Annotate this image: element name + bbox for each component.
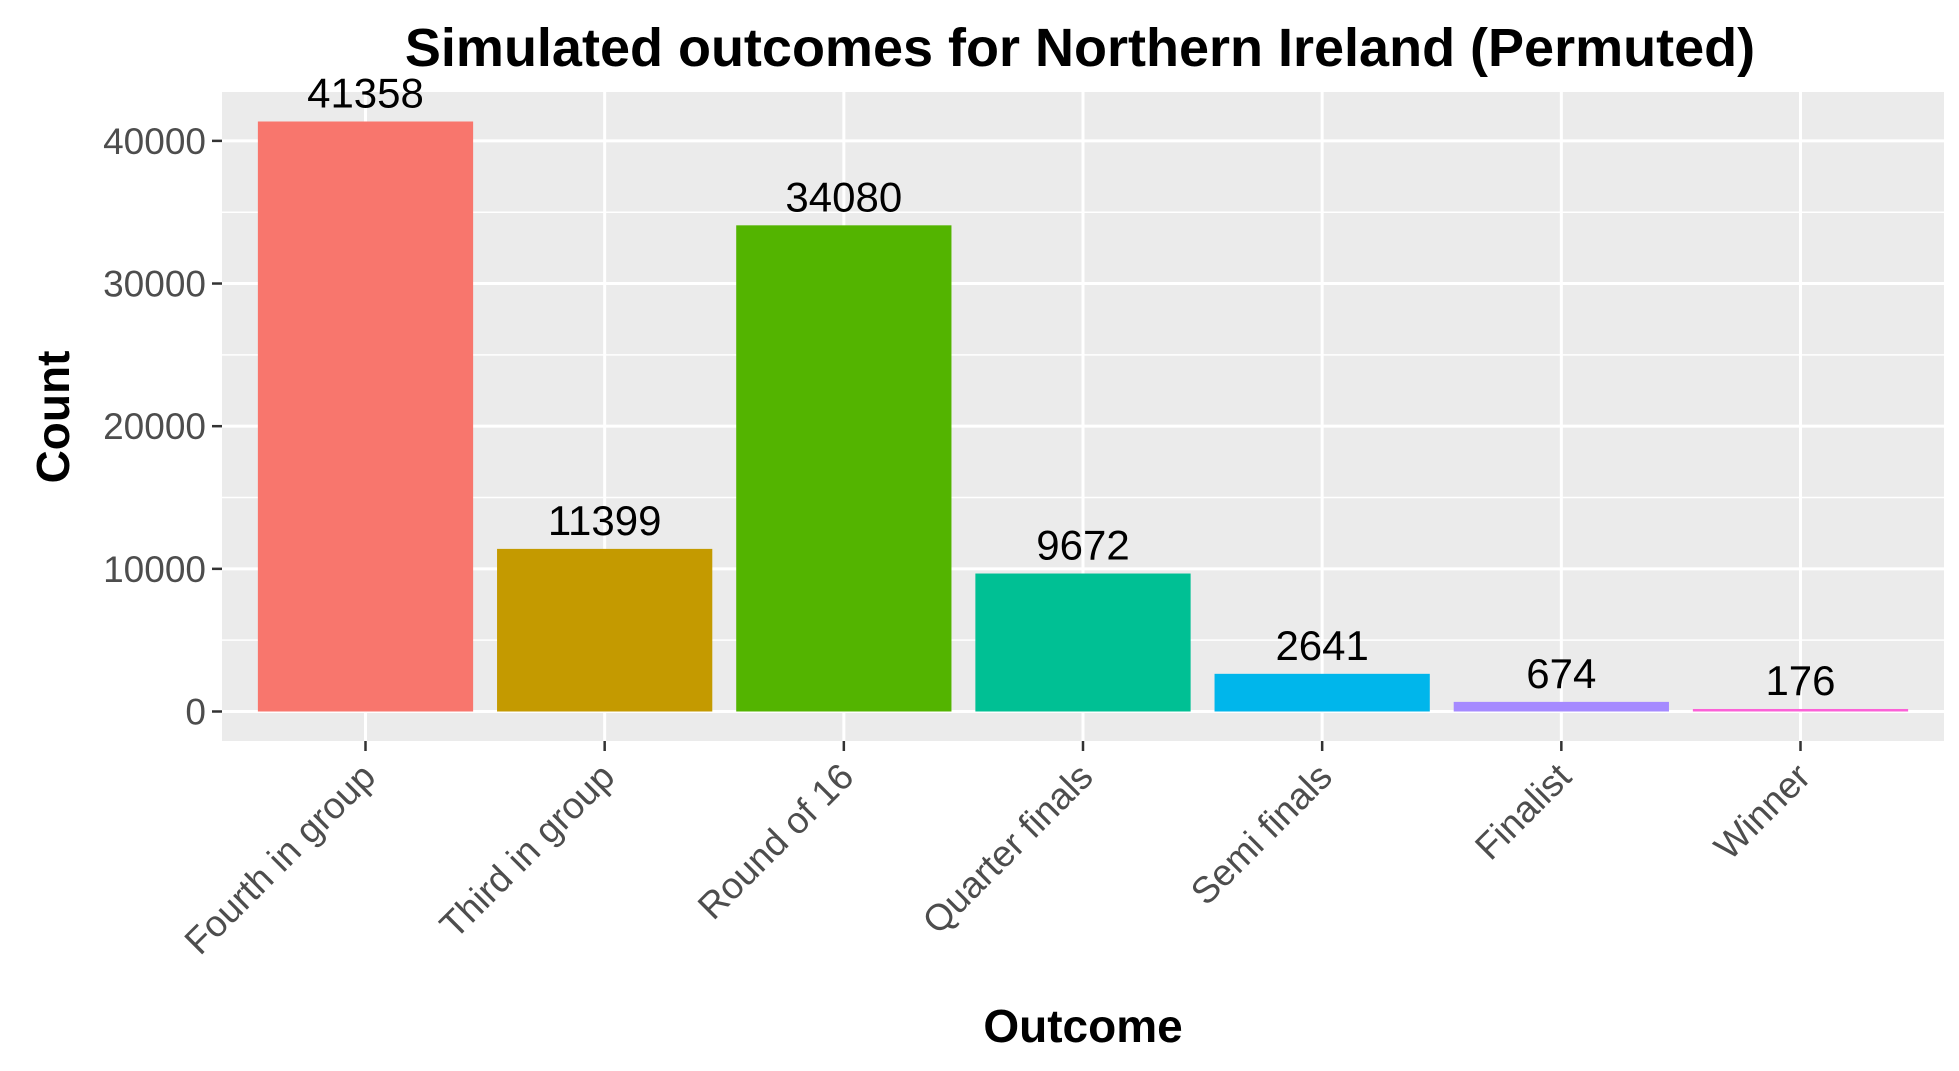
bar bbox=[975, 573, 1191, 712]
y-tick-label: 0 bbox=[185, 691, 206, 732]
bar bbox=[497, 548, 713, 712]
bar-data-labels: 41358 11399 34080 9672 2641 674 176 bbox=[307, 70, 1835, 704]
bar-data-label: 176 bbox=[1765, 657, 1835, 704]
bar-data-label: 11399 bbox=[548, 497, 662, 544]
bar-data-label: 674 bbox=[1526, 650, 1596, 697]
bar-data-label: 34080 bbox=[785, 173, 902, 220]
bars bbox=[257, 121, 1909, 712]
bar bbox=[257, 121, 474, 712]
bar bbox=[1692, 708, 1909, 712]
y-tick-label: 20000 bbox=[103, 406, 206, 447]
y-tick-label: 30000 bbox=[103, 264, 206, 305]
bar bbox=[1214, 673, 1430, 712]
y-tick-label: 10000 bbox=[103, 549, 206, 590]
y-tick-label: 40000 bbox=[103, 121, 206, 162]
bar-data-label: 2641 bbox=[1275, 622, 1368, 669]
bar bbox=[1453, 701, 1669, 712]
bar bbox=[736, 225, 952, 712]
bar-data-label: 9672 bbox=[1036, 522, 1129, 569]
y-axis: 0 10000 20000 30000 40000 bbox=[103, 121, 222, 732]
chart-title: Simulated outcomes for Northern Ireland … bbox=[405, 18, 1755, 78]
y-axis-title: Count bbox=[27, 351, 79, 484]
bar-data-label: 41358 bbox=[307, 70, 424, 117]
x-axis-title: Outcome bbox=[983, 1000, 1182, 1052]
